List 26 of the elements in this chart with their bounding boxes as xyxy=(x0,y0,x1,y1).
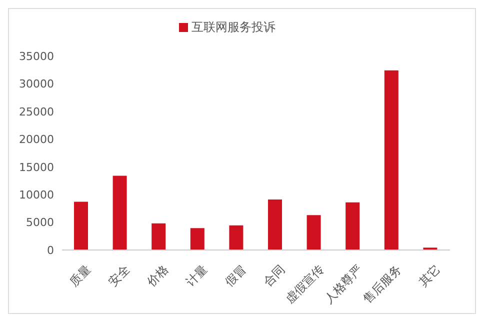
x-tick-label: 安全 xyxy=(106,262,133,290)
y-tick-label: 20000 xyxy=(19,133,54,146)
x-tick-label: 合同 xyxy=(260,262,288,290)
y-tick-label: 30000 xyxy=(19,78,54,91)
x-tick-label: 计量 xyxy=(183,262,210,290)
bar xyxy=(229,225,244,250)
bar xyxy=(268,200,282,250)
x-tick-label: 质量 xyxy=(66,262,94,290)
bar xyxy=(74,202,88,250)
bar xyxy=(306,215,321,250)
x-tick-label: 价格 xyxy=(144,262,172,290)
y-tick-label: 0 xyxy=(47,244,54,257)
bar xyxy=(190,228,204,250)
bar xyxy=(152,223,166,250)
y-tick-label: 35000 xyxy=(19,50,54,63)
y-tick-label: 15000 xyxy=(19,160,54,174)
y-tick-label: 5000 xyxy=(26,216,54,230)
x-tick-label: 其它 xyxy=(416,262,443,290)
bar xyxy=(112,176,127,250)
y-tick-label: 25000 xyxy=(19,105,54,118)
bar xyxy=(346,202,360,250)
bar xyxy=(384,70,398,250)
x-tick-label: 售后服务 xyxy=(360,262,404,306)
y-tick-label: 10000 xyxy=(19,188,54,202)
x-tick-label: 假冒 xyxy=(222,262,249,290)
legend-label: 互联网服务投诉 xyxy=(192,20,276,34)
